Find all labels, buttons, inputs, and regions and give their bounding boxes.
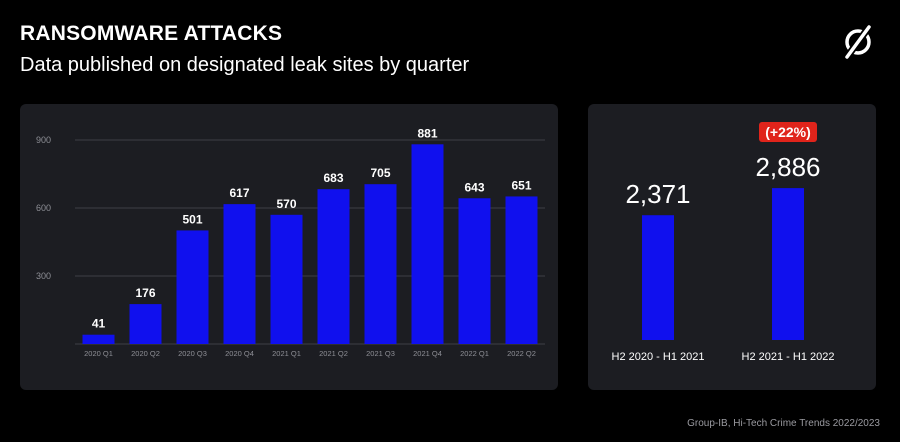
source-footnote: Group-IB, Hi-Tech Crime Trends 2022/2023 [687, 418, 880, 429]
growth-badge [759, 122, 817, 142]
page-subtitle: Data published on designated leak sites … [20, 54, 470, 76]
bar [129, 304, 162, 344]
bar-value-label: 705 [370, 166, 390, 180]
x-tick-label: H2 2020 - H1 2021 [612, 351, 705, 363]
bar-value-label: 2,886 [755, 152, 820, 182]
x-tick-label: 2021 Q2 [319, 349, 348, 358]
bar [270, 214, 303, 344]
y-tick-label: 900 [36, 135, 51, 145]
x-tick-label: 2022 Q1 [460, 349, 489, 358]
quarterly-chart-panel: 300 600 900 41 2020 Q1 176 2020 Q2 501 2020 Q3 61… [20, 104, 558, 390]
bar-value-label: 2,371 [625, 179, 690, 209]
y-tick-label: 600 [36, 203, 51, 213]
bar [411, 144, 444, 344]
bar-value-label: 651 [511, 178, 531, 192]
bar [458, 198, 491, 344]
bar-value-label: 41 [92, 317, 106, 331]
x-tick-label: 2022 Q2 [507, 349, 536, 358]
bar [364, 184, 397, 344]
bar-value-label: 617 [229, 186, 249, 200]
x-tick-label: 2020 Q3 [178, 349, 207, 358]
bar [176, 230, 209, 344]
half-year-chart-panel: 2,371 H2 2020 - H1 2021 2,886 H2 2021 - H1 … [588, 104, 876, 390]
bar [505, 196, 538, 344]
quarterly-bar-chart: 300 600 900 41 2020 Q1 176 2020 Q2 501 2020 Q3 61… [36, 126, 545, 358]
growth-badge-label: (+22%) [765, 124, 811, 140]
x-tick-label: 2020 Q2 [131, 349, 160, 358]
page-title: RANSOMWARE ATTACKS [20, 22, 283, 45]
x-tick-label: H2 2021 - H1 2022 [742, 351, 835, 363]
bar [772, 188, 804, 340]
y-tick-label: 300 [36, 271, 51, 281]
x-tick-label: 2020 Q1 [84, 349, 113, 358]
bar-value-label: 683 [323, 171, 343, 185]
bar [317, 189, 350, 344]
x-tick-label: 2020 Q4 [225, 349, 254, 358]
bar-value-label: 501 [182, 212, 202, 226]
bar [642, 215, 674, 340]
bar-value-label: 176 [135, 286, 155, 300]
bar-value-label: 881 [417, 126, 437, 140]
slashed-circle-logo-icon [844, 24, 872, 60]
bar-value-label: 570 [276, 197, 296, 211]
x-tick-label: 2021 Q4 [413, 349, 442, 358]
half-year-bar-chart: 2,371 H2 2020 - H1 2021 2,886 H2 2021 - H1 … [612, 122, 835, 363]
x-tick-label: 2021 Q1 [272, 349, 301, 358]
bar [223, 204, 256, 344]
bar-value-label: 643 [464, 180, 484, 194]
bar [82, 334, 115, 344]
x-tick-label: 2021 Q3 [366, 349, 395, 358]
